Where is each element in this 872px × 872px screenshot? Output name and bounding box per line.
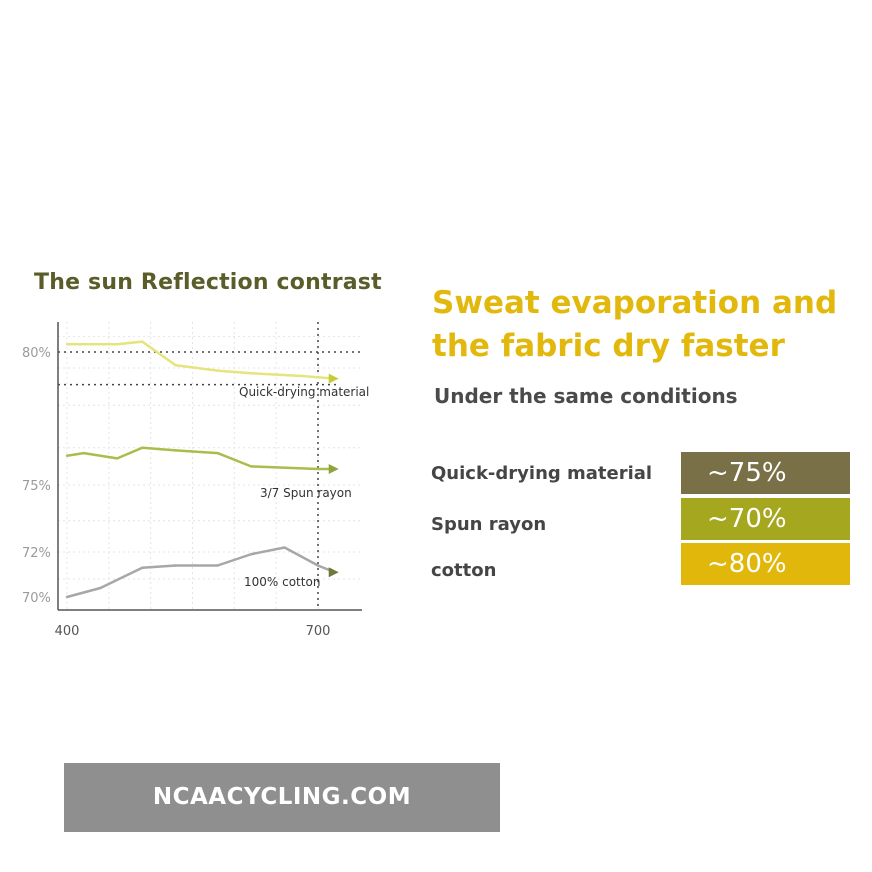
comparison-label-quick-drying: Quick-drying material <box>431 463 653 484</box>
comparison-bar-quick-drying: ~75% <box>681 452 850 494</box>
data-point <box>174 364 177 367</box>
series-line-3-7-spun-rayon <box>66 446 335 471</box>
data-point <box>65 454 69 457</box>
y-tick-label: 75% <box>22 479 51 494</box>
comparison-bar-spun-rayon: ~70% <box>681 498 850 540</box>
y-tick-label: 72% <box>22 546 51 561</box>
headline: Sweat evaporation and the fabric dry fas… <box>432 282 862 368</box>
data-point <box>249 465 253 468</box>
comparison-label-cotton: cotton <box>431 560 497 581</box>
data-point <box>65 595 69 599</box>
data-point <box>216 451 219 455</box>
data-point <box>316 564 320 567</box>
series-end-marker <box>328 373 339 384</box>
series-line-100-cotton <box>66 546 336 599</box>
data-point <box>174 449 177 452</box>
series-label-100-cotton: 100% cotton <box>244 575 320 589</box>
x-tick-label: 400 <box>55 624 80 639</box>
data-point <box>333 377 336 380</box>
series-line-quick-drying-material <box>67 340 335 380</box>
series-label-quick-drying-material: Quick-drying material <box>239 385 369 399</box>
data-point <box>283 546 286 549</box>
data-point <box>333 467 336 471</box>
data-point <box>333 571 336 574</box>
chart-title: The sun Reflection contrast <box>34 270 382 295</box>
comparison-label-spun-rayon: Spun rayon <box>431 514 547 535</box>
data-point <box>249 372 253 375</box>
series-label-3-7-spun-rayon: 3/7 Spun rayon <box>260 486 352 500</box>
data-point <box>174 564 177 567</box>
series-end-marker <box>328 464 339 475</box>
data-point <box>141 446 144 449</box>
headline-line-2: the fabric dry faster <box>432 328 785 364</box>
comparison-bar-cotton: ~80% <box>681 543 850 585</box>
series-end-marker <box>328 567 339 578</box>
data-point <box>82 451 85 455</box>
data-point <box>99 586 102 590</box>
data-point <box>141 340 144 343</box>
y-tick-label: 80% <box>22 346 51 361</box>
data-point <box>116 457 119 460</box>
watermark-banner: NCAACYCLING.COM <box>64 763 500 832</box>
watermark-text: NCAACYCLING.COM <box>152 784 412 810</box>
data-point <box>216 369 219 372</box>
data-point <box>141 566 144 569</box>
x-tick-label: 700 <box>306 624 331 639</box>
data-point <box>116 343 119 346</box>
data-point <box>300 374 303 378</box>
subhead: Under the same conditions <box>434 384 738 408</box>
headline-line-1: Sweat evaporation and <box>432 285 838 321</box>
data-point <box>216 564 219 567</box>
data-point <box>249 553 253 556</box>
data-point <box>65 343 69 346</box>
y-tick-label: 70% <box>22 591 51 606</box>
data-point <box>316 467 320 471</box>
